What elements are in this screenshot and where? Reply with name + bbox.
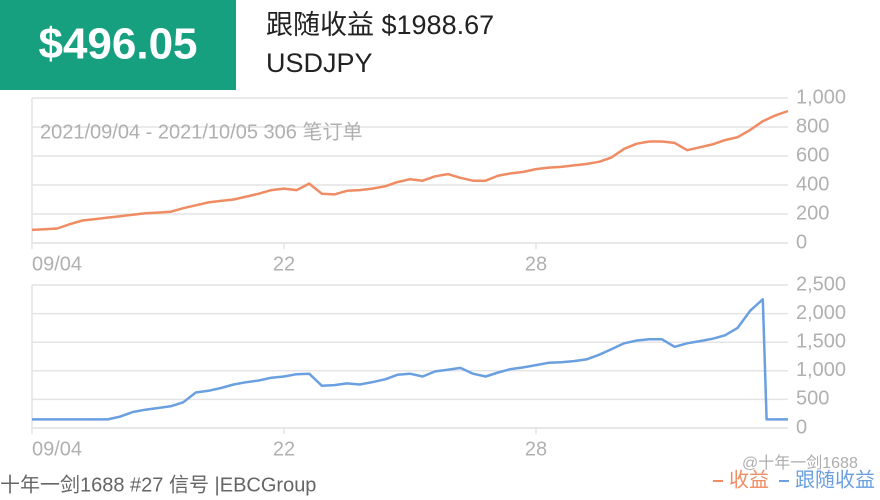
subtitle: 2021/09/04 - 2021/10/05 306 笔订单 [40, 120, 362, 143]
x-tick-label: 28 [525, 253, 547, 275]
footer-text: 十年一剑1688 #27 信号 |EBCGroup [0, 473, 316, 496]
badge: $496.05 [38, 20, 197, 69]
legend-label: 收益 [729, 468, 769, 491]
line-series [31, 109, 789, 232]
y-tick-label: 1,000 [796, 359, 846, 381]
y-tick-label: 200 [796, 202, 829, 224]
y-tick-label: 800 [796, 115, 829, 137]
x-tick-label: 22 [273, 438, 295, 460]
y-tick-label: 0 [796, 416, 807, 438]
line-series [32, 298, 788, 421]
y-tick-label: 2,500 [796, 273, 846, 295]
y-tick-label: 1,500 [796, 330, 846, 352]
y-tick-label: 0 [796, 231, 807, 253]
symbol: USDJPY [266, 48, 373, 78]
x-tick-label: 09/04 [32, 253, 82, 275]
follow-title: 跟随收益 $1988.67 [266, 10, 494, 40]
legend-label: 跟随收益 [795, 468, 875, 491]
y-tick-label: 400 [796, 173, 829, 195]
watermark: @十年一剑1688 [742, 454, 858, 472]
y-tick-label: 2,000 [796, 302, 846, 324]
badge-bg [0, 0, 236, 90]
x-tick-label: 22 [273, 253, 295, 275]
x-tick-label: 09/04 [32, 438, 82, 460]
x-tick-label: 28 [525, 438, 547, 460]
y-tick-label: 1,000 [796, 86, 846, 108]
y-tick-label: 500 [796, 388, 829, 410]
y-tick-label: 600 [796, 144, 829, 166]
